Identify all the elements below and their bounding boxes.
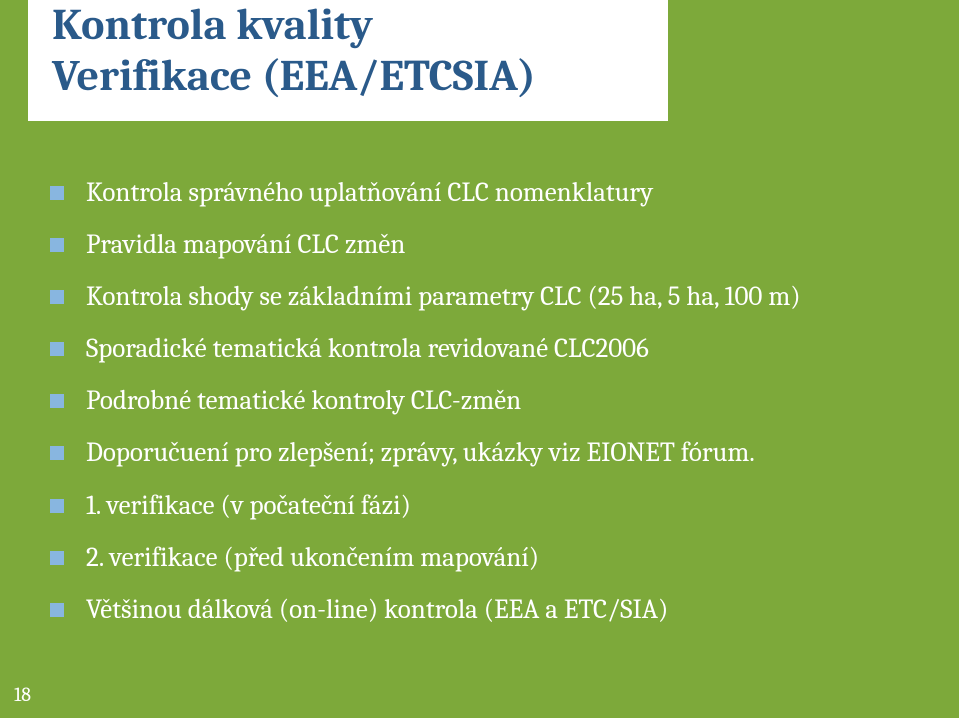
square-bullet-icon (50, 186, 64, 200)
list-item: 1. verifikace (v počateční fázi) (50, 488, 920, 523)
square-bullet-icon (50, 551, 64, 565)
title-line-1: Kontrola kvality (52, 0, 644, 51)
square-bullet-icon (50, 238, 64, 252)
list-item: 2. verifikace (před ukončením mapování) (50, 540, 920, 575)
page-number: 18 (14, 683, 31, 706)
bullet-text: Pravidla mapování CLC změn (86, 227, 405, 262)
square-bullet-icon (50, 446, 64, 460)
list-item: Většinou dálková (on-line) kontrola (EEA… (50, 592, 920, 627)
square-bullet-icon (50, 342, 64, 356)
bullet-list: Kontrola správného uplatňování CLC nomen… (50, 175, 920, 627)
list-item: Podrobné tematické kontroly CLC-změn (50, 383, 920, 418)
square-bullet-icon (50, 499, 64, 513)
bullet-text: Doporučuení pro zlepšení; zprávy, ukázky… (86, 435, 755, 470)
list-item: Pravidla mapování CLC změn (50, 227, 920, 262)
content-area: Kontrola správného uplatňování CLC nomen… (50, 175, 920, 644)
square-bullet-icon (50, 603, 64, 617)
bullet-text: 1. verifikace (v počateční fázi) (86, 488, 411, 523)
list-item: Doporučuení pro zlepšení; zprávy, ukázky… (50, 435, 920, 470)
square-bullet-icon (50, 394, 64, 408)
square-bullet-icon (50, 290, 64, 304)
bullet-text: Většinou dálková (on-line) kontrola (EEA… (86, 592, 668, 627)
bullet-text: Kontrola správného uplatňování CLC nomen… (86, 175, 653, 210)
bullet-text: Sporadické tematická kontrola revidované… (86, 331, 649, 366)
list-item: Sporadické tematická kontrola revidované… (50, 331, 920, 366)
title-box: Kontrola kvality Verifikace (EEA/ETCSIA) (28, 0, 668, 121)
list-item: Kontrola shody se základními parametry C… (50, 279, 920, 314)
bullet-text: Kontrola shody se základními parametry C… (86, 279, 801, 314)
bullet-text: Podrobné tematické kontroly CLC-změn (86, 383, 521, 418)
bullet-text: 2. verifikace (před ukončením mapování) (86, 540, 539, 575)
list-item: Kontrola správného uplatňování CLC nomen… (50, 175, 920, 210)
title-line-2: Verifikace (EEA/ETCSIA) (52, 51, 644, 102)
